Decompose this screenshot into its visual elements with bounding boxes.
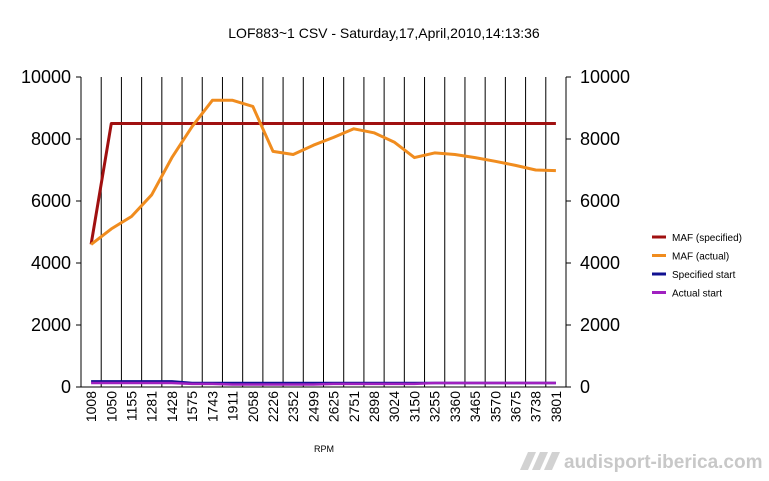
series-lines <box>89 98 556 386</box>
chart-title: LOF883~1 CSV - Saturday,17,April,2010,14… <box>228 25 540 41</box>
x-tick-label: 1155 <box>124 391 140 421</box>
x-tick-label: 2499 <box>305 391 321 422</box>
watermark-logo-icon <box>520 452 560 470</box>
x-tick-label: 3024 <box>386 391 402 422</box>
x-tick-label: 1743 <box>204 391 220 422</box>
x-tick-label: 1281 <box>144 391 160 422</box>
y-axis-left-ticks: 0 2000 4000 6000 8000 10000 <box>21 67 81 397</box>
x-tick-label: 1575 <box>184 391 200 422</box>
series-line-1 <box>90 98 556 246</box>
x-axis-label: RPM <box>314 444 334 454</box>
legend-entry: Specified start <box>672 270 736 281</box>
y-tick-label-right: 6000 <box>580 191 620 211</box>
series-line-0 <box>89 122 556 245</box>
y-tick-label: 4000 <box>31 253 71 273</box>
x-tick-label: 1911 <box>225 391 241 421</box>
y-tick-label: 6000 <box>31 191 71 211</box>
x-tick-label: 2226 <box>265 391 281 422</box>
y-tick-label-right: 10000 <box>580 67 630 87</box>
x-axis-ticks: 1008 1050 1155 1281 1428 1575 1743 1911 2058 2226… <box>83 391 564 422</box>
x-tick-label: 2352 <box>285 391 301 422</box>
legend: MAF (specified) MAF (actual) Specified sta… <box>652 233 742 300</box>
watermark-text: audisport-iberica.com <box>564 452 763 473</box>
x-tick-label: 3675 <box>507 391 523 422</box>
x-tick-label: 3360 <box>447 391 463 422</box>
x-tick-label: 3150 <box>406 391 422 422</box>
x-tick-label: 1050 <box>103 391 119 422</box>
x-tick-label: 2058 <box>245 391 261 422</box>
y-tick-label: 10000 <box>21 67 71 87</box>
y-tick-label-right: 0 <box>580 377 590 397</box>
y-tick-label-right: 8000 <box>580 129 620 149</box>
x-tick-label: 3570 <box>487 391 503 422</box>
x-tick-label: 3801 <box>548 391 564 422</box>
watermark: audisport-iberica.com <box>520 452 763 473</box>
x-tick-label: 2898 <box>366 391 382 422</box>
y-tick-label: 8000 <box>31 129 71 149</box>
legend-entry: Actual start <box>672 289 722 300</box>
y-tick-label: 2000 <box>31 315 71 335</box>
x-tick-label: 1428 <box>164 391 180 422</box>
y-axis-right-ticks: 0 2000 4000 6000 8000 10000 <box>566 67 630 397</box>
x-tick-label: 2751 <box>346 391 362 422</box>
legend-entry: MAF (specified) <box>672 233 742 244</box>
y-tick-label-right: 4000 <box>580 253 620 273</box>
x-tick-label: 3465 <box>467 391 483 422</box>
x-tick-label: 2625 <box>326 391 342 422</box>
y-tick-label: 0 <box>61 377 71 397</box>
x-tick-label: 3255 <box>427 391 443 422</box>
legend-entry: MAF (actual) <box>672 252 729 263</box>
x-tick-label: 3738 <box>528 391 544 422</box>
axes <box>80 77 567 388</box>
x-tick-label: 1008 <box>83 391 99 422</box>
y-tick-label-right: 2000 <box>580 315 620 335</box>
series-line-3 <box>91 381 556 386</box>
